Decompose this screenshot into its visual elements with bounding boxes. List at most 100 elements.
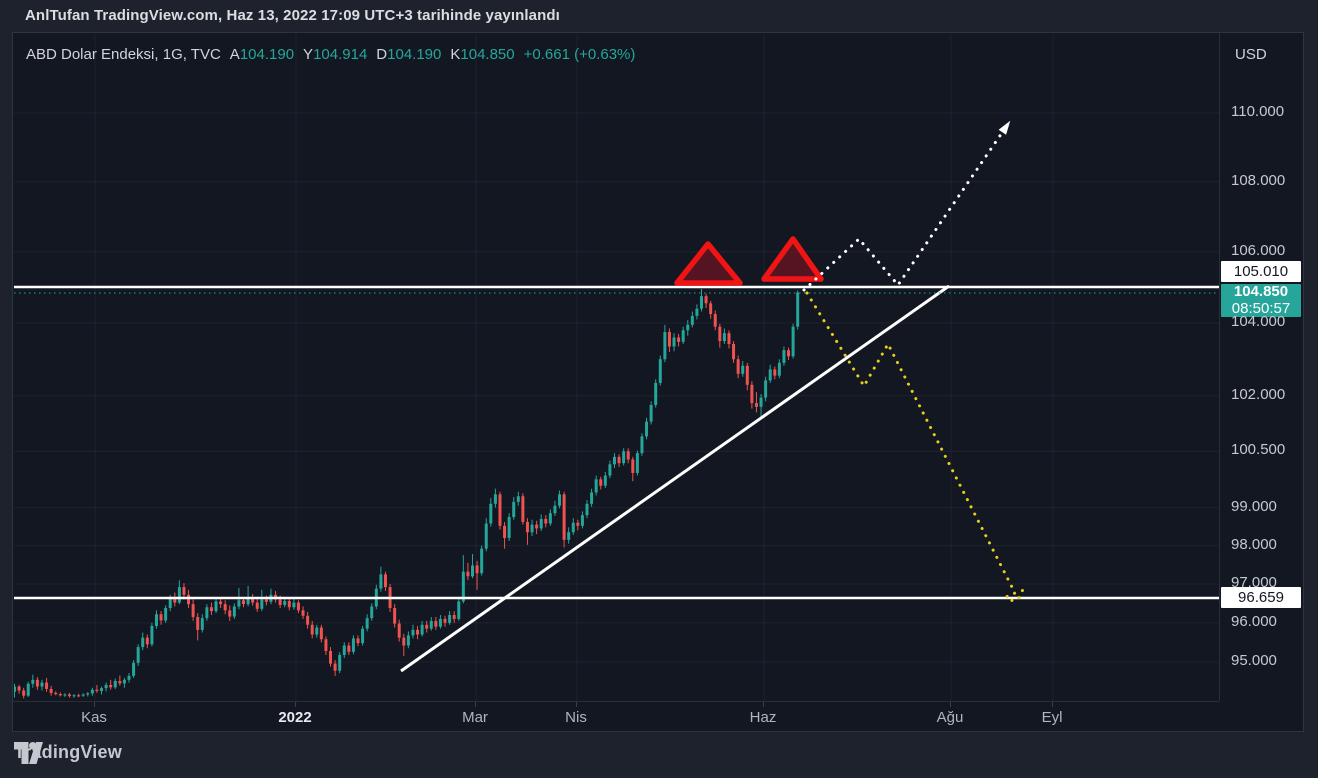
candle-body [370,606,374,619]
candle-body [164,608,168,621]
candle-body [393,608,397,624]
time-tick-label: 2022 [278,709,312,726]
candle-body [14,686,16,692]
candle-body [361,628,365,644]
candle-body [145,637,149,645]
candle-body [205,607,209,619]
candle-body [553,505,557,514]
candle-body [562,494,566,540]
candle-body [77,695,81,697]
bullish-projection-path[interactable] [802,122,1010,292]
candle-body [406,635,410,646]
price-tick-label: 100.500 [1231,441,1286,459]
candle-body [260,599,264,609]
candle-body [745,365,749,385]
candle-body [365,618,369,629]
candle-body [663,332,667,360]
candle-body [196,616,200,630]
candle-body [72,695,76,697]
resistance-price-label: 105.010 [1221,261,1301,282]
currency-label: USD [1235,46,1267,63]
candle-body [713,314,717,327]
candle-body [191,604,195,617]
candle-body [686,324,690,331]
tradingview-attribution[interactable]: TradingView [14,742,122,764]
candle-body [438,618,442,627]
candle-body [626,451,630,460]
candle-body [150,625,154,645]
candle-body [237,600,241,607]
candle-body [81,694,85,696]
candle-body [461,571,465,602]
candle-body [416,629,420,635]
candle-body [40,682,44,687]
bearish-projection-path[interactable] [805,291,1025,603]
candle-body [558,494,562,506]
time-tick-label: Nis [565,709,587,726]
candle-body [649,404,653,422]
time-tick-label: Kas [81,709,107,726]
candle-body [768,369,772,381]
time-tick-mark [950,702,951,707]
candle-body [539,518,543,529]
candle-body [177,587,181,603]
price-scale[interactable]: USD 105.010 104.850 08:50:57 96.659 110.… [1219,33,1305,701]
candle-body [525,521,529,533]
candle-body [287,601,291,608]
candle-body [283,601,287,605]
top-triangle-marker[interactable] [761,236,824,282]
trend-line[interactable] [400,284,950,673]
candle-body [90,689,94,694]
price-tick-label: 98.000 [1231,535,1277,553]
time-scale[interactable]: Kas 2022 Mar Nis Haz Ağu Eyl [13,701,1219,733]
candle-body [127,675,131,680]
candle-body [585,503,589,516]
candle-body [516,496,520,502]
candle-body [397,623,401,638]
bullish-projection-path-arrowhead[interactable] [998,120,1011,135]
candle-body [764,380,768,398]
candle-body [319,627,323,640]
candle-body [54,692,58,695]
candle-body [759,397,763,407]
time-tick-mark [1052,702,1053,707]
candle-body [787,350,791,357]
last-price-value: 104.850 [1233,283,1289,300]
candle-body [448,615,452,623]
top-triangle-marker[interactable] [674,241,743,286]
candle-body [672,337,676,347]
candle-body [567,532,571,540]
candle-body [722,333,726,342]
candle-body [571,522,575,533]
candle-body [223,604,227,611]
candle-body [493,494,497,504]
symbol-legend: ABD Dolar Endeksi, 1G, TVC A104.190 Y104… [26,46,635,63]
candle-body [35,679,39,687]
candle-body [512,501,516,518]
candle-body [351,638,355,652]
candle-body [209,607,213,612]
price-tick-label: 95.000 [1231,652,1277,670]
candle-body [324,639,328,652]
chart-canvas[interactable] [13,33,1219,701]
candle-body [750,384,754,404]
candle-body [622,451,626,464]
candle-body [402,637,406,646]
candle-body [109,684,113,688]
candle-body [535,524,539,529]
candle-body [301,610,305,616]
price-tick-label: 99.000 [1231,497,1277,515]
price-tick-label: 110.000 [1231,103,1285,120]
candle-body [264,599,268,602]
publication-text: AnlTufan TradingView.com, Haz 13, 2022 1… [25,7,560,24]
price-tick-label: 104.000 [1231,313,1286,331]
candle-body [796,292,800,327]
candle-body [704,296,708,304]
time-tick-mark [475,702,476,707]
candle-body [118,681,122,684]
candle-body [49,688,53,693]
candle-body [425,624,429,629]
time-tick-label: Mar [462,709,488,726]
candle-body [457,601,461,619]
candle-body [182,587,186,595]
